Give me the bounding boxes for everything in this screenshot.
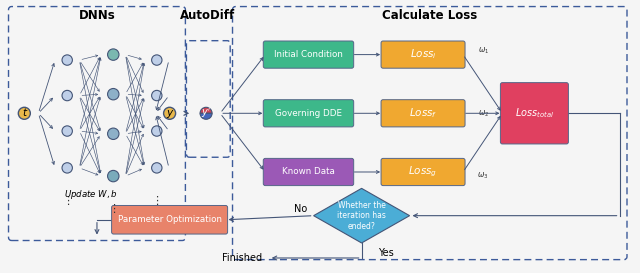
Text: t: t (22, 108, 26, 118)
Text: Initial Condition: Initial Condition (274, 50, 343, 59)
Text: Governing DDE: Governing DDE (275, 109, 342, 118)
FancyBboxPatch shape (381, 100, 465, 127)
Circle shape (152, 163, 162, 173)
Text: Whether the
iteration has
ended?: Whether the iteration has ended? (337, 201, 386, 231)
FancyBboxPatch shape (263, 41, 354, 68)
Circle shape (108, 49, 119, 60)
Circle shape (152, 55, 162, 65)
Polygon shape (314, 188, 410, 243)
Text: No: No (294, 204, 307, 214)
Text: ⋮: ⋮ (108, 204, 119, 214)
Text: Update $W,b$: Update $W,b$ (63, 188, 118, 201)
Text: Known Data: Known Data (282, 168, 335, 176)
Circle shape (152, 126, 162, 136)
Circle shape (62, 55, 72, 65)
Text: $Loss_{total}$: $Loss_{total}$ (515, 106, 554, 120)
Text: ⋮: ⋮ (61, 196, 73, 206)
Text: Parameter Optimization: Parameter Optimization (118, 215, 221, 224)
FancyBboxPatch shape (111, 206, 228, 234)
Text: $y'$: $y'$ (201, 106, 211, 120)
Circle shape (164, 107, 175, 119)
Circle shape (108, 88, 119, 100)
Text: $Loss_i$: $Loss_i$ (410, 48, 436, 61)
Text: Yes: Yes (378, 248, 394, 259)
Circle shape (108, 170, 119, 182)
Circle shape (62, 163, 72, 173)
Circle shape (152, 90, 162, 101)
Text: y: y (166, 108, 173, 118)
Text: $\omega_1$: $\omega_1$ (477, 45, 489, 56)
Wedge shape (200, 113, 212, 119)
Text: DNNs: DNNs (79, 8, 116, 22)
Text: AutoDiff: AutoDiff (180, 8, 236, 22)
Text: $\omega_3$: $\omega_3$ (477, 170, 489, 180)
Circle shape (108, 128, 119, 140)
Circle shape (62, 126, 72, 136)
FancyBboxPatch shape (381, 41, 465, 68)
Text: $\omega_2$: $\omega_2$ (477, 108, 489, 118)
Circle shape (62, 90, 72, 101)
FancyBboxPatch shape (263, 158, 354, 186)
Text: $Loss_g$: $Loss_g$ (408, 165, 438, 179)
FancyBboxPatch shape (263, 100, 354, 127)
FancyBboxPatch shape (381, 158, 465, 186)
Wedge shape (200, 107, 212, 113)
Text: Calculate Loss: Calculate Loss (383, 8, 477, 22)
FancyBboxPatch shape (500, 83, 568, 144)
Text: ⋮: ⋮ (151, 196, 163, 206)
Circle shape (19, 107, 30, 119)
Text: $Loss_f$: $Loss_f$ (409, 106, 437, 120)
Text: Finished: Finished (222, 253, 262, 263)
